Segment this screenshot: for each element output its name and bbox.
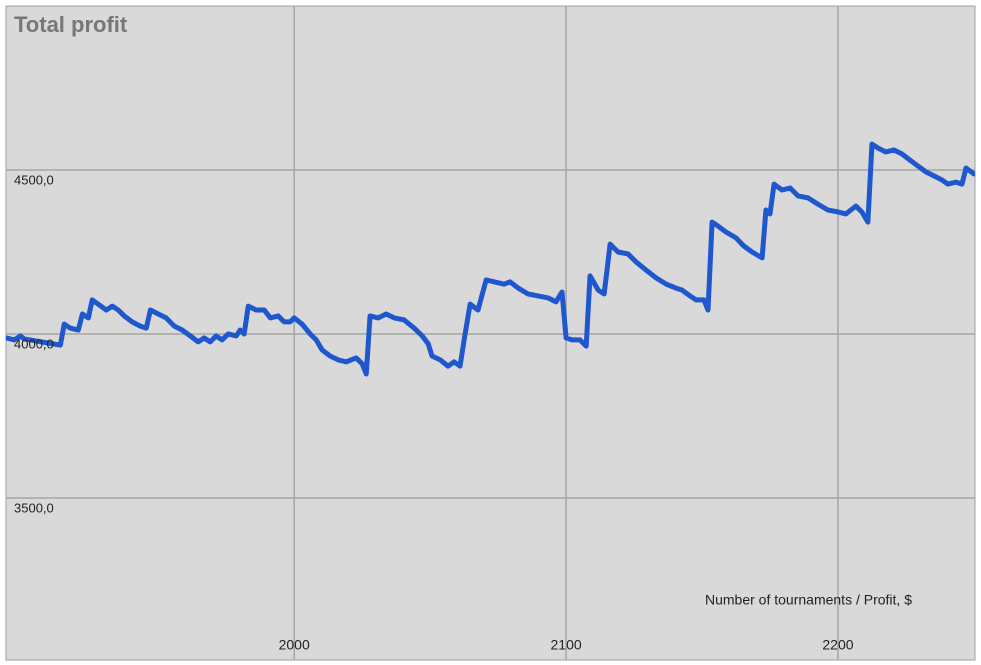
- x-tick-label: 2200: [822, 637, 853, 653]
- chart-title: Total profit: [14, 12, 128, 37]
- x-tick-label: 2100: [551, 637, 582, 653]
- marks: [6, 141, 975, 377]
- y-tick-label: 4500,0: [14, 172, 54, 187]
- x-tick-label: 2000: [279, 637, 310, 653]
- line-series: [6, 141, 975, 377]
- y-tick-label: 4000,0: [14, 336, 54, 351]
- annotation: Number of tournaments / Profit, $: [705, 592, 912, 608]
- y-tick-label: 3500,0: [14, 500, 54, 515]
- grid: [6, 6, 975, 660]
- plot-area: [5, 5, 976, 661]
